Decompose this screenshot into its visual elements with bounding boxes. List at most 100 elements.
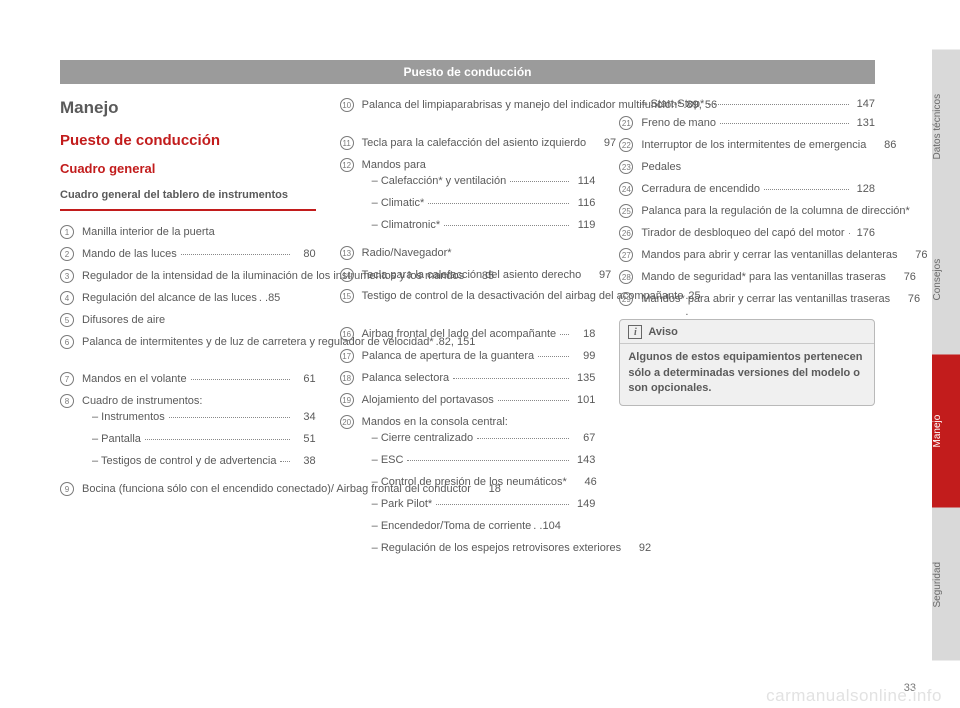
list-item: 18Palanca selectora135 <box>340 371 596 387</box>
leader-dots <box>510 181 569 182</box>
page-ref: 99 <box>573 349 595 365</box>
page-ref: 18 <box>573 327 595 343</box>
leader-dots <box>538 356 569 357</box>
leader-dots <box>428 203 569 204</box>
leader-dots <box>453 378 569 379</box>
item-marker: 8 <box>60 394 78 409</box>
leader-dots <box>444 225 569 226</box>
list-item: 24Cerradura de encendido128 <box>619 182 875 198</box>
sub-list: – Calefacción* y ventilación114– Climati… <box>372 174 596 234</box>
list-item: 7Mandos en el volante61 <box>60 372 316 388</box>
columns: Manejo Puesto de conducción Cuadro gener… <box>60 98 875 569</box>
item-marker: 27 <box>619 248 637 263</box>
item-marker: 17 <box>340 349 358 364</box>
list-item: 5Difusores de aire <box>60 313 316 329</box>
page-ref: 131 <box>853 116 875 132</box>
list-item: 9Bocina (funciona sólo con el encendido … <box>60 482 316 498</box>
page-ref: 51 <box>294 432 316 448</box>
tab-datos[interactable]: Datos técnicos <box>932 50 960 203</box>
list-item: 21Freno de mano131 <box>619 116 875 132</box>
sub-item: – Pantalla51 <box>92 432 316 448</box>
item-label: Mandos para abrir y cerrar las ventanill… <box>641 248 897 264</box>
item-label: Mandos* para abrir y cerrar las ventanil… <box>641 292 890 308</box>
sub-item: – Control de presión de los neumáticos*4… <box>372 475 596 491</box>
heading-puesto: Puesto de conducción <box>60 132 316 149</box>
item-label: Tecla para la calefacción del asiento de… <box>362 268 582 284</box>
item-label: Pedales <box>641 160 681 176</box>
list-item: 1Manilla interior de la puerta <box>60 225 316 241</box>
item-label: Palanca para la regulación de la columna… <box>641 204 909 220</box>
leader-dots <box>764 189 849 190</box>
page-ref: 46 <box>575 475 597 491</box>
list-item: 4Regulación del alcance de las luces . .… <box>60 291 316 307</box>
list-item: 26Tirador de desbloqueo del capó del mot… <box>619 226 875 242</box>
item-marker: 25 <box>619 204 637 219</box>
item-label: Mandos en la consola central: <box>362 415 508 431</box>
box-title: Cuadro general del tablero de instrument… <box>60 188 316 211</box>
item-label: – Climatronic* <box>372 218 440 234</box>
leader-dots <box>708 104 849 105</box>
item-marker: 14 <box>340 268 358 283</box>
item-label: – Testigos de control y de advertencia <box>92 454 276 470</box>
item-marker: 9 <box>60 482 78 497</box>
item-label: – Instrumentos <box>92 410 165 426</box>
list-item: 8Cuadro de instrumentos:– Instrumentos34… <box>60 394 316 476</box>
page-ref: 116 <box>573 196 595 212</box>
item-label: – Encendedor/Toma de corriente <box>372 519 532 535</box>
item-marker: 11 <box>340 136 358 151</box>
list-item: 23Pedales <box>619 160 875 176</box>
item-marker: 7 <box>60 372 78 387</box>
item-label: – Regulación de los espejos retrovisores… <box>372 541 621 557</box>
list-item: 12Mandos para– Calefacción* y ventilació… <box>340 158 596 240</box>
list-item: 16 Airbag frontal del lado del acompañant… <box>340 327 596 343</box>
item-marker: 6 <box>60 335 78 350</box>
page-ref: 80 <box>294 247 316 263</box>
item-marker: 13 <box>340 246 358 261</box>
list-item: 10Palanca del limpiaparabrisas y manejo … <box>340 98 596 130</box>
item-label: Palanca de apertura de la guantera <box>362 349 534 365</box>
item-label: – ESC <box>372 453 404 469</box>
item-label: – Climatic* <box>372 196 425 212</box>
sub-item: – Cierre centralizado67 <box>372 431 596 447</box>
sub-item: – Testigos de control y de advertencia38 <box>92 454 316 470</box>
item-marker: 24 <box>619 182 637 197</box>
sub-item: – Climatic* 116 <box>372 196 596 212</box>
aviso-header: i Aviso <box>620 320 874 344</box>
list-item: 17 Palanca de apertura de la guantera 99 <box>340 349 596 365</box>
tab-consejos[interactable]: Consejos <box>932 203 960 356</box>
item-label: Tirador de desbloqueo del capó del motor <box>641 226 844 242</box>
item-label: Interruptor de los intermitentes de emer… <box>641 138 866 154</box>
leader-dots <box>181 254 290 255</box>
page-ref: 85 <box>268 291 280 307</box>
item-label: Mando de seguridad* para las ventanillas… <box>641 270 886 286</box>
sub-item: – Climatronic* 119 <box>372 218 596 234</box>
item-marker: 16 <box>340 327 358 342</box>
item-marker: 4 <box>60 291 78 306</box>
item-label: Mandos en el volante <box>82 372 187 388</box>
item-label: Regulación del alcance de las luces <box>82 291 257 307</box>
item-marker: 12 <box>340 158 358 173</box>
leader-dots <box>560 334 569 335</box>
item-label: Freno de mano <box>641 116 716 132</box>
page-ref: 147 <box>853 98 875 110</box>
item-label: – Start-Stop* <box>641 98 704 110</box>
item-label: Radio/Navegador* <box>362 246 452 262</box>
leader-dots <box>436 504 569 505</box>
list-item: 22Interruptor de los intermitentes de em… <box>619 138 875 154</box>
item-marker: 28 <box>619 270 637 285</box>
side-tabs: Datos técnicos Consejos Manejo Seguridad <box>932 50 960 660</box>
tab-seguridad[interactable]: Seguridad <box>932 508 960 661</box>
page-ref: 67 <box>573 431 595 447</box>
info-icon: i <box>628 325 642 339</box>
page-ref: 119 <box>573 218 595 234</box>
item-marker: 1 <box>60 225 78 240</box>
item-label: – Park Pilot* <box>372 497 433 513</box>
item-marker: 2 <box>60 247 78 262</box>
list-item: 2Mando de las luces80 <box>60 247 316 263</box>
sub-item: – Instrumentos34 <box>92 410 316 426</box>
item-label: Airbag frontal del lado del acompañante <box>362 327 556 343</box>
leader-dots <box>145 439 290 440</box>
tab-manejo[interactable]: Manejo <box>932 355 960 508</box>
list-item: 25Palanca para la regulación de la colum… <box>619 204 875 220</box>
aviso-title: Aviso <box>648 326 678 338</box>
